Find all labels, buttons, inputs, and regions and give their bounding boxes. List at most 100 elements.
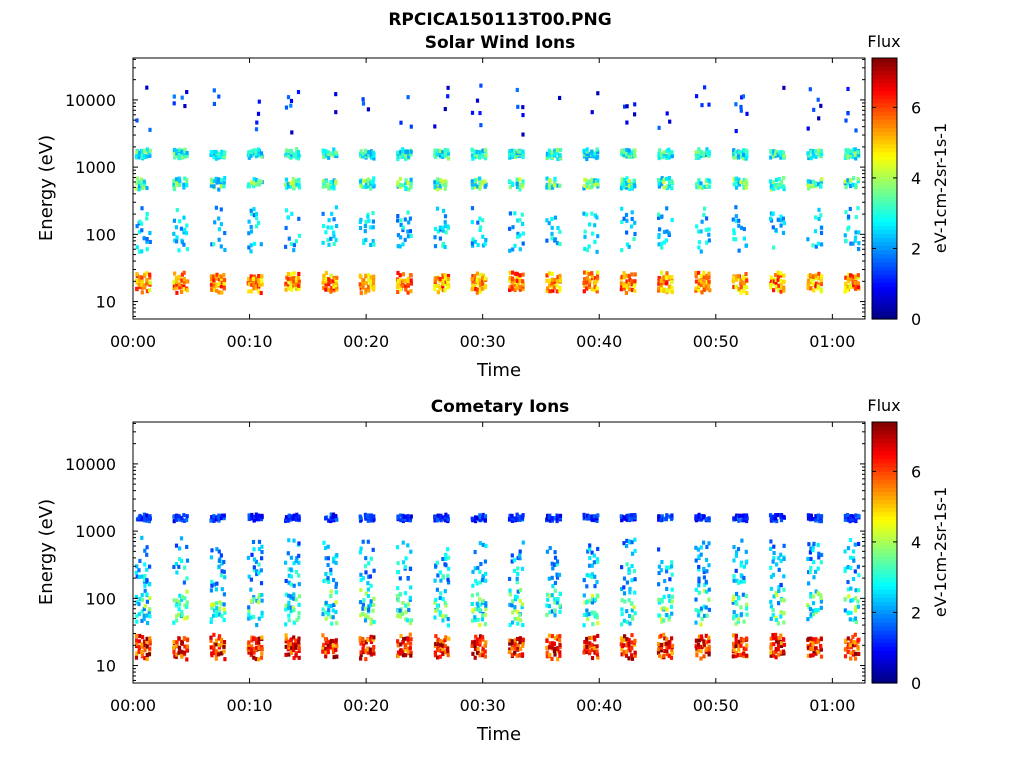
spectrogram-cell: [327, 182, 331, 187]
spectrogram-cell: [247, 282, 251, 287]
spectrogram-cell: [628, 590, 632, 595]
spectrogram-cell: [404, 603, 408, 608]
spectrogram-cell: [630, 513, 634, 518]
spectrogram-cell: [289, 103, 293, 108]
spectrogram-cell: [369, 280, 373, 285]
spectrogram-cell: [772, 650, 776, 655]
spectrogram-cell: [551, 566, 555, 571]
colorbar-swatch: [872, 629, 897, 635]
spectrogram-cell: [294, 559, 298, 564]
colorbar-swatch: [872, 519, 897, 525]
spectrogram-cell: [809, 647, 813, 652]
spectrogram-cell: [737, 518, 741, 523]
spectrogram-cell: [359, 291, 363, 296]
spectrogram-cell: [220, 178, 224, 183]
spectrogram-cell: [771, 653, 776, 658]
spectrogram-cell: [406, 95, 410, 100]
spectrogram-cell: [739, 643, 743, 648]
spectrogram-cell: [657, 281, 661, 286]
spectrogram-cell: [175, 613, 179, 618]
spectrogram-cell: [846, 178, 850, 183]
spectrogram-cell: [284, 151, 289, 156]
spectrogram-cell: [287, 618, 291, 623]
spectrogram-cell: [625, 620, 629, 625]
spectrogram-cell: [252, 241, 257, 246]
spectrogram-cell: [209, 588, 213, 593]
spectrogram-cell: [175, 618, 179, 623]
spectrogram-cell: [332, 578, 336, 583]
spectrogram-cell: [734, 155, 738, 160]
spectrogram-cell: [769, 285, 773, 290]
spectrogram-cell: [812, 541, 816, 546]
spectrogram-cell: [849, 555, 853, 560]
spectrogram-cell: [736, 617, 741, 622]
spectrogram-cell: [222, 513, 226, 518]
spectrogram-cell: [209, 555, 213, 560]
spectrogram-cell: [372, 274, 376, 279]
spectrogram-cell: [707, 178, 711, 183]
spectrogram-cell: [807, 542, 811, 547]
spectrogram-cell: [435, 560, 439, 565]
spectrogram-cell: [844, 185, 848, 190]
spectrogram-cell: [395, 613, 400, 618]
spectrogram-cell: [518, 177, 522, 182]
spectrogram-cell: [659, 648, 663, 653]
x-tick-label: 00:30: [460, 332, 506, 351]
spectrogram-cell: [555, 283, 559, 288]
spectrogram-cell: [247, 517, 251, 522]
spectrogram-cell: [588, 547, 592, 552]
spectrogram-cell: [324, 270, 328, 275]
spectrogram-cell: [518, 285, 522, 290]
spectrogram-cell: [811, 243, 815, 248]
spectrogram-cell: [289, 594, 293, 599]
spectrogram-cell: [218, 277, 222, 282]
colorbar-swatch: [872, 593, 897, 598]
spectrogram-cell: [364, 149, 368, 154]
spectrogram-cell: [705, 151, 709, 156]
spectrogram-cell: [632, 605, 636, 610]
spectrogram-cell: [779, 214, 783, 219]
spectrogram-cell: [546, 155, 550, 160]
spectrogram-cell: [555, 151, 559, 156]
spectrogram-cell: [596, 621, 600, 626]
spectrogram-cell: [212, 184, 216, 189]
spectrogram-cell: [330, 621, 334, 626]
spectrogram-cell: [217, 564, 221, 569]
spectrogram-cell: [809, 556, 813, 561]
spectrogram-cell: [174, 276, 178, 281]
spectrogram-cell: [695, 651, 699, 656]
spectrogram-cell: [667, 653, 671, 658]
spectrogram-cell: [623, 599, 627, 604]
spectrogram-cell: [145, 636, 149, 641]
spectrogram-cell: [291, 516, 295, 521]
spectrogram-cell: [255, 623, 259, 628]
spectrogram-cell: [660, 288, 664, 293]
spectrogram-cell: [260, 556, 264, 561]
spectrogram-cell: [297, 640, 301, 645]
spectrogram-cell: [732, 610, 736, 615]
spectrogram-cell: [734, 149, 738, 154]
spectrogram-cell: [286, 551, 290, 556]
spectrogram-cell: [695, 182, 699, 187]
spectrogram-cell: [478, 277, 482, 282]
spectrogram-cell: [696, 547, 700, 552]
spectrogram-cell: [329, 571, 333, 576]
spectrogram-cell: [521, 241, 525, 246]
spectrogram-cell: [745, 636, 749, 641]
spectrogram-cell: [297, 216, 301, 221]
spectrogram-cell: [403, 591, 408, 596]
spectrogram-cell: [180, 609, 184, 614]
spectrogram-cell: [172, 598, 176, 603]
spectrogram-cell: [471, 283, 475, 288]
spectrogram-cell: [145, 579, 149, 584]
spectrogram-cell: [853, 616, 857, 621]
x-tick-label: 00:30: [460, 696, 506, 715]
spectrogram-cell: [774, 284, 778, 289]
spectrogram-cell: [481, 278, 485, 283]
spectrogram-cell: [657, 514, 661, 519]
spectrogram-cell: [622, 515, 626, 520]
spectrogram-cell: [548, 641, 552, 646]
spectrogram-cell: [660, 178, 664, 183]
spectrogram-cell: [812, 612, 816, 617]
spectrogram-cell: [593, 182, 597, 187]
